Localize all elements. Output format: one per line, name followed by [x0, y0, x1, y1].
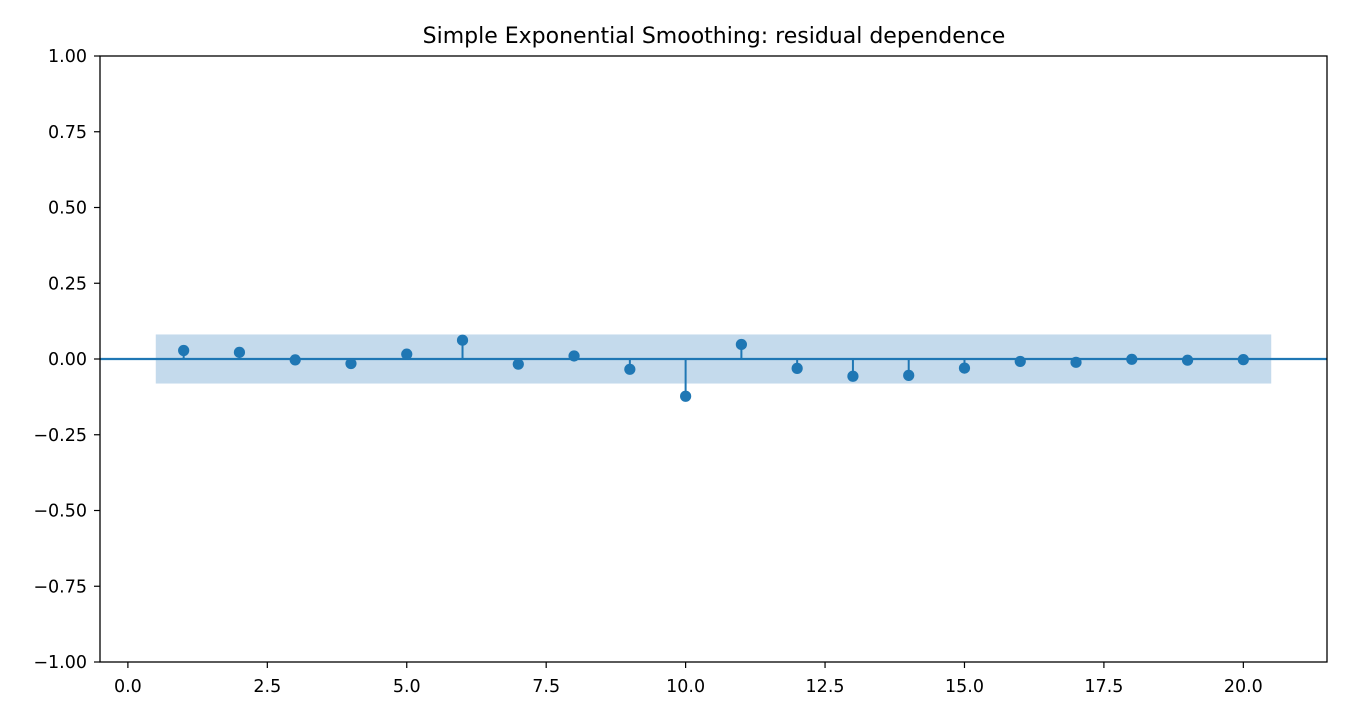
stem-marker [1237, 354, 1249, 366]
stem-marker [1070, 356, 1082, 368]
y-tick-label: −0.25 [33, 426, 87, 446]
stem-marker [1014, 355, 1026, 368]
stem-marker [401, 348, 413, 360]
x-tick-label: 10.0 [666, 677, 705, 697]
y-tick-label: −0.75 [33, 577, 87, 597]
stem-marker [512, 358, 524, 370]
x-tick-label: 12.5 [806, 677, 845, 697]
x-tick-label: 17.5 [1084, 677, 1123, 697]
x-tick-label: 7.5 [532, 677, 560, 697]
y-tick-label: 0.50 [48, 199, 87, 219]
plot-area: 0.0 2.5 5.0 7.5 10.0 12.5 15.0 17.5 20.0 −1.00 −0.… [33, 47, 1328, 697]
stem-marker [345, 357, 357, 370]
y-tick-label: 0.00 [48, 350, 87, 370]
y-tick-label: −0.50 [33, 502, 87, 522]
stem-marker [624, 363, 636, 375]
y-tick-label: 0.25 [48, 274, 87, 294]
x-tick-label: 5.0 [393, 677, 421, 697]
stem-marker [847, 370, 859, 382]
stem-marker [233, 346, 246, 358]
stem-marker [735, 338, 747, 351]
x-tick-label: 0.0 [114, 677, 142, 697]
stem-marker [680, 390, 692, 402]
stem-marker [568, 350, 580, 362]
x-tick-label: 15.0 [945, 677, 984, 697]
y-tick-label: 1.00 [48, 47, 87, 67]
stem-marker [178, 344, 190, 357]
stem-marker [903, 369, 915, 381]
stem-marker [1181, 354, 1194, 366]
stem-marker [958, 362, 971, 374]
x-tick-label: 2.5 [253, 677, 281, 697]
stem-marker [1126, 353, 1138, 365]
y-tick-label: 0.75 [48, 123, 87, 143]
chart-title: Simple Exponential Smoothing: residual d… [423, 24, 1006, 49]
y-tick-label: −1.00 [33, 653, 87, 673]
x-tick-label: 20.0 [1224, 677, 1263, 697]
stem-marker [456, 334, 469, 346]
stem-marker [791, 362, 803, 374]
stem-marker [289, 354, 301, 366]
